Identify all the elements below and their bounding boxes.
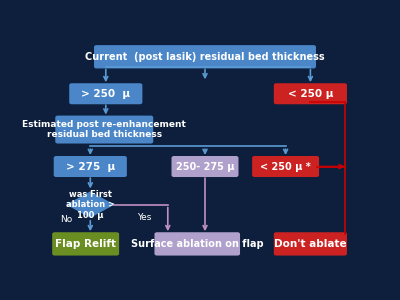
Text: Estimated post re-enhancement
residual bed thickness: Estimated post re-enhancement residual b… xyxy=(22,120,186,139)
Text: Current  (post lasik) residual bed thickness: Current (post lasik) residual bed thickn… xyxy=(85,52,325,62)
Text: < 250 μ: < 250 μ xyxy=(288,89,333,99)
Text: Surface ablation on flap: Surface ablation on flap xyxy=(131,239,264,249)
FancyBboxPatch shape xyxy=(154,232,240,256)
Text: > 250  μ: > 250 μ xyxy=(81,89,130,99)
FancyBboxPatch shape xyxy=(69,83,142,104)
Polygon shape xyxy=(66,191,114,218)
Text: 250- 275 μ: 250- 275 μ xyxy=(176,161,234,172)
FancyBboxPatch shape xyxy=(274,83,347,104)
Text: < 250 μ *: < 250 μ * xyxy=(260,161,311,172)
Text: Don't ablate: Don't ablate xyxy=(274,239,347,249)
FancyBboxPatch shape xyxy=(172,156,238,177)
Text: > 275  μ: > 275 μ xyxy=(66,161,115,172)
Text: was First
ablation >
100 μ: was First ablation > 100 μ xyxy=(66,190,115,220)
FancyBboxPatch shape xyxy=(274,232,347,256)
Text: No: No xyxy=(60,215,72,224)
FancyBboxPatch shape xyxy=(55,116,153,143)
FancyBboxPatch shape xyxy=(252,156,319,177)
FancyBboxPatch shape xyxy=(52,232,119,256)
Text: Yes: Yes xyxy=(137,213,152,222)
Text: Flap Relift: Flap Relift xyxy=(55,239,116,249)
FancyBboxPatch shape xyxy=(94,45,316,68)
FancyBboxPatch shape xyxy=(54,156,127,177)
